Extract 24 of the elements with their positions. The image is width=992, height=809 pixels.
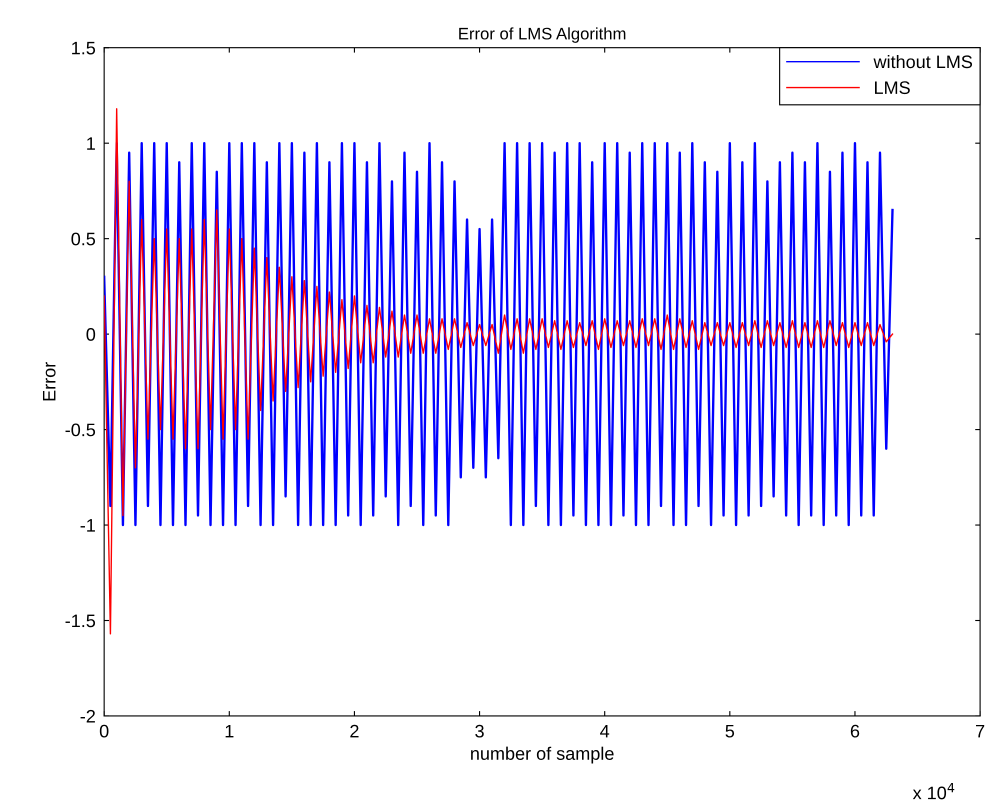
x-tick-label: 2 xyxy=(350,724,359,738)
x-tick-label: 1 xyxy=(226,724,234,738)
x-tick-label: 6 xyxy=(850,724,860,738)
line-series xyxy=(104,142,894,526)
y-axis-title: Error xyxy=(42,362,56,400)
x-tick-label: 0 xyxy=(100,724,108,738)
y-tick-label: -1.5 xyxy=(66,614,96,628)
chart-title: Error of LMS Algorithm xyxy=(459,27,626,43)
y-tick-label: 0.5 xyxy=(71,232,96,246)
y-tick-label: 0 xyxy=(86,328,96,341)
y-tick-label: -2 xyxy=(80,710,95,723)
y-tick-label: -0.5 xyxy=(66,424,96,436)
x-tick-label: 4 xyxy=(600,724,610,738)
legend-label: without LMS xyxy=(874,54,972,68)
y-tick-label: -1 xyxy=(80,519,95,532)
x-tick-label: 3 xyxy=(475,724,484,738)
line-series xyxy=(104,108,894,635)
x-axis-title: number of sample xyxy=(471,746,614,764)
x-tick-label: 5 xyxy=(726,724,734,738)
x-tick-label: 7 xyxy=(976,724,984,738)
text: x 10$^{4}$ xyxy=(912,783,954,800)
y-tick-label: 1.5 xyxy=(72,42,96,54)
y-tick-label: 1 xyxy=(87,137,95,150)
legend-label: LMS xyxy=(875,81,910,94)
